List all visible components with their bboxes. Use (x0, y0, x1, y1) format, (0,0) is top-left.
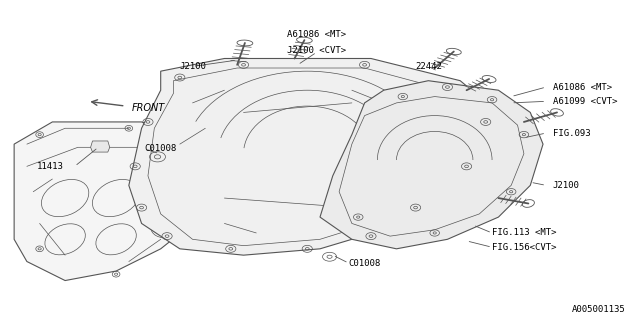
Polygon shape (320, 81, 543, 249)
Text: A61086 <MT>: A61086 <MT> (287, 30, 346, 39)
Text: FIG.113 <MT>: FIG.113 <MT> (492, 228, 557, 237)
Text: A005001135: A005001135 (572, 305, 626, 314)
Polygon shape (14, 122, 225, 281)
Text: A61086 <MT>: A61086 <MT> (552, 83, 612, 92)
Text: C01008: C01008 (349, 259, 381, 268)
Text: FRONT: FRONT (132, 103, 165, 113)
Text: 11413: 11413 (36, 162, 63, 171)
Text: FIG.093: FIG.093 (552, 129, 590, 138)
Text: A61099 <CVT>: A61099 <CVT> (552, 97, 617, 106)
Text: C01008: C01008 (145, 144, 177, 153)
Text: 22442: 22442 (415, 62, 442, 71)
Polygon shape (91, 141, 109, 152)
Text: J2100 <CVT>: J2100 <CVT> (287, 46, 346, 55)
Text: J2100: J2100 (179, 62, 206, 71)
Polygon shape (129, 59, 499, 255)
Text: J2100: J2100 (552, 181, 579, 190)
Text: FIG.156<CVT>: FIG.156<CVT> (492, 243, 557, 252)
